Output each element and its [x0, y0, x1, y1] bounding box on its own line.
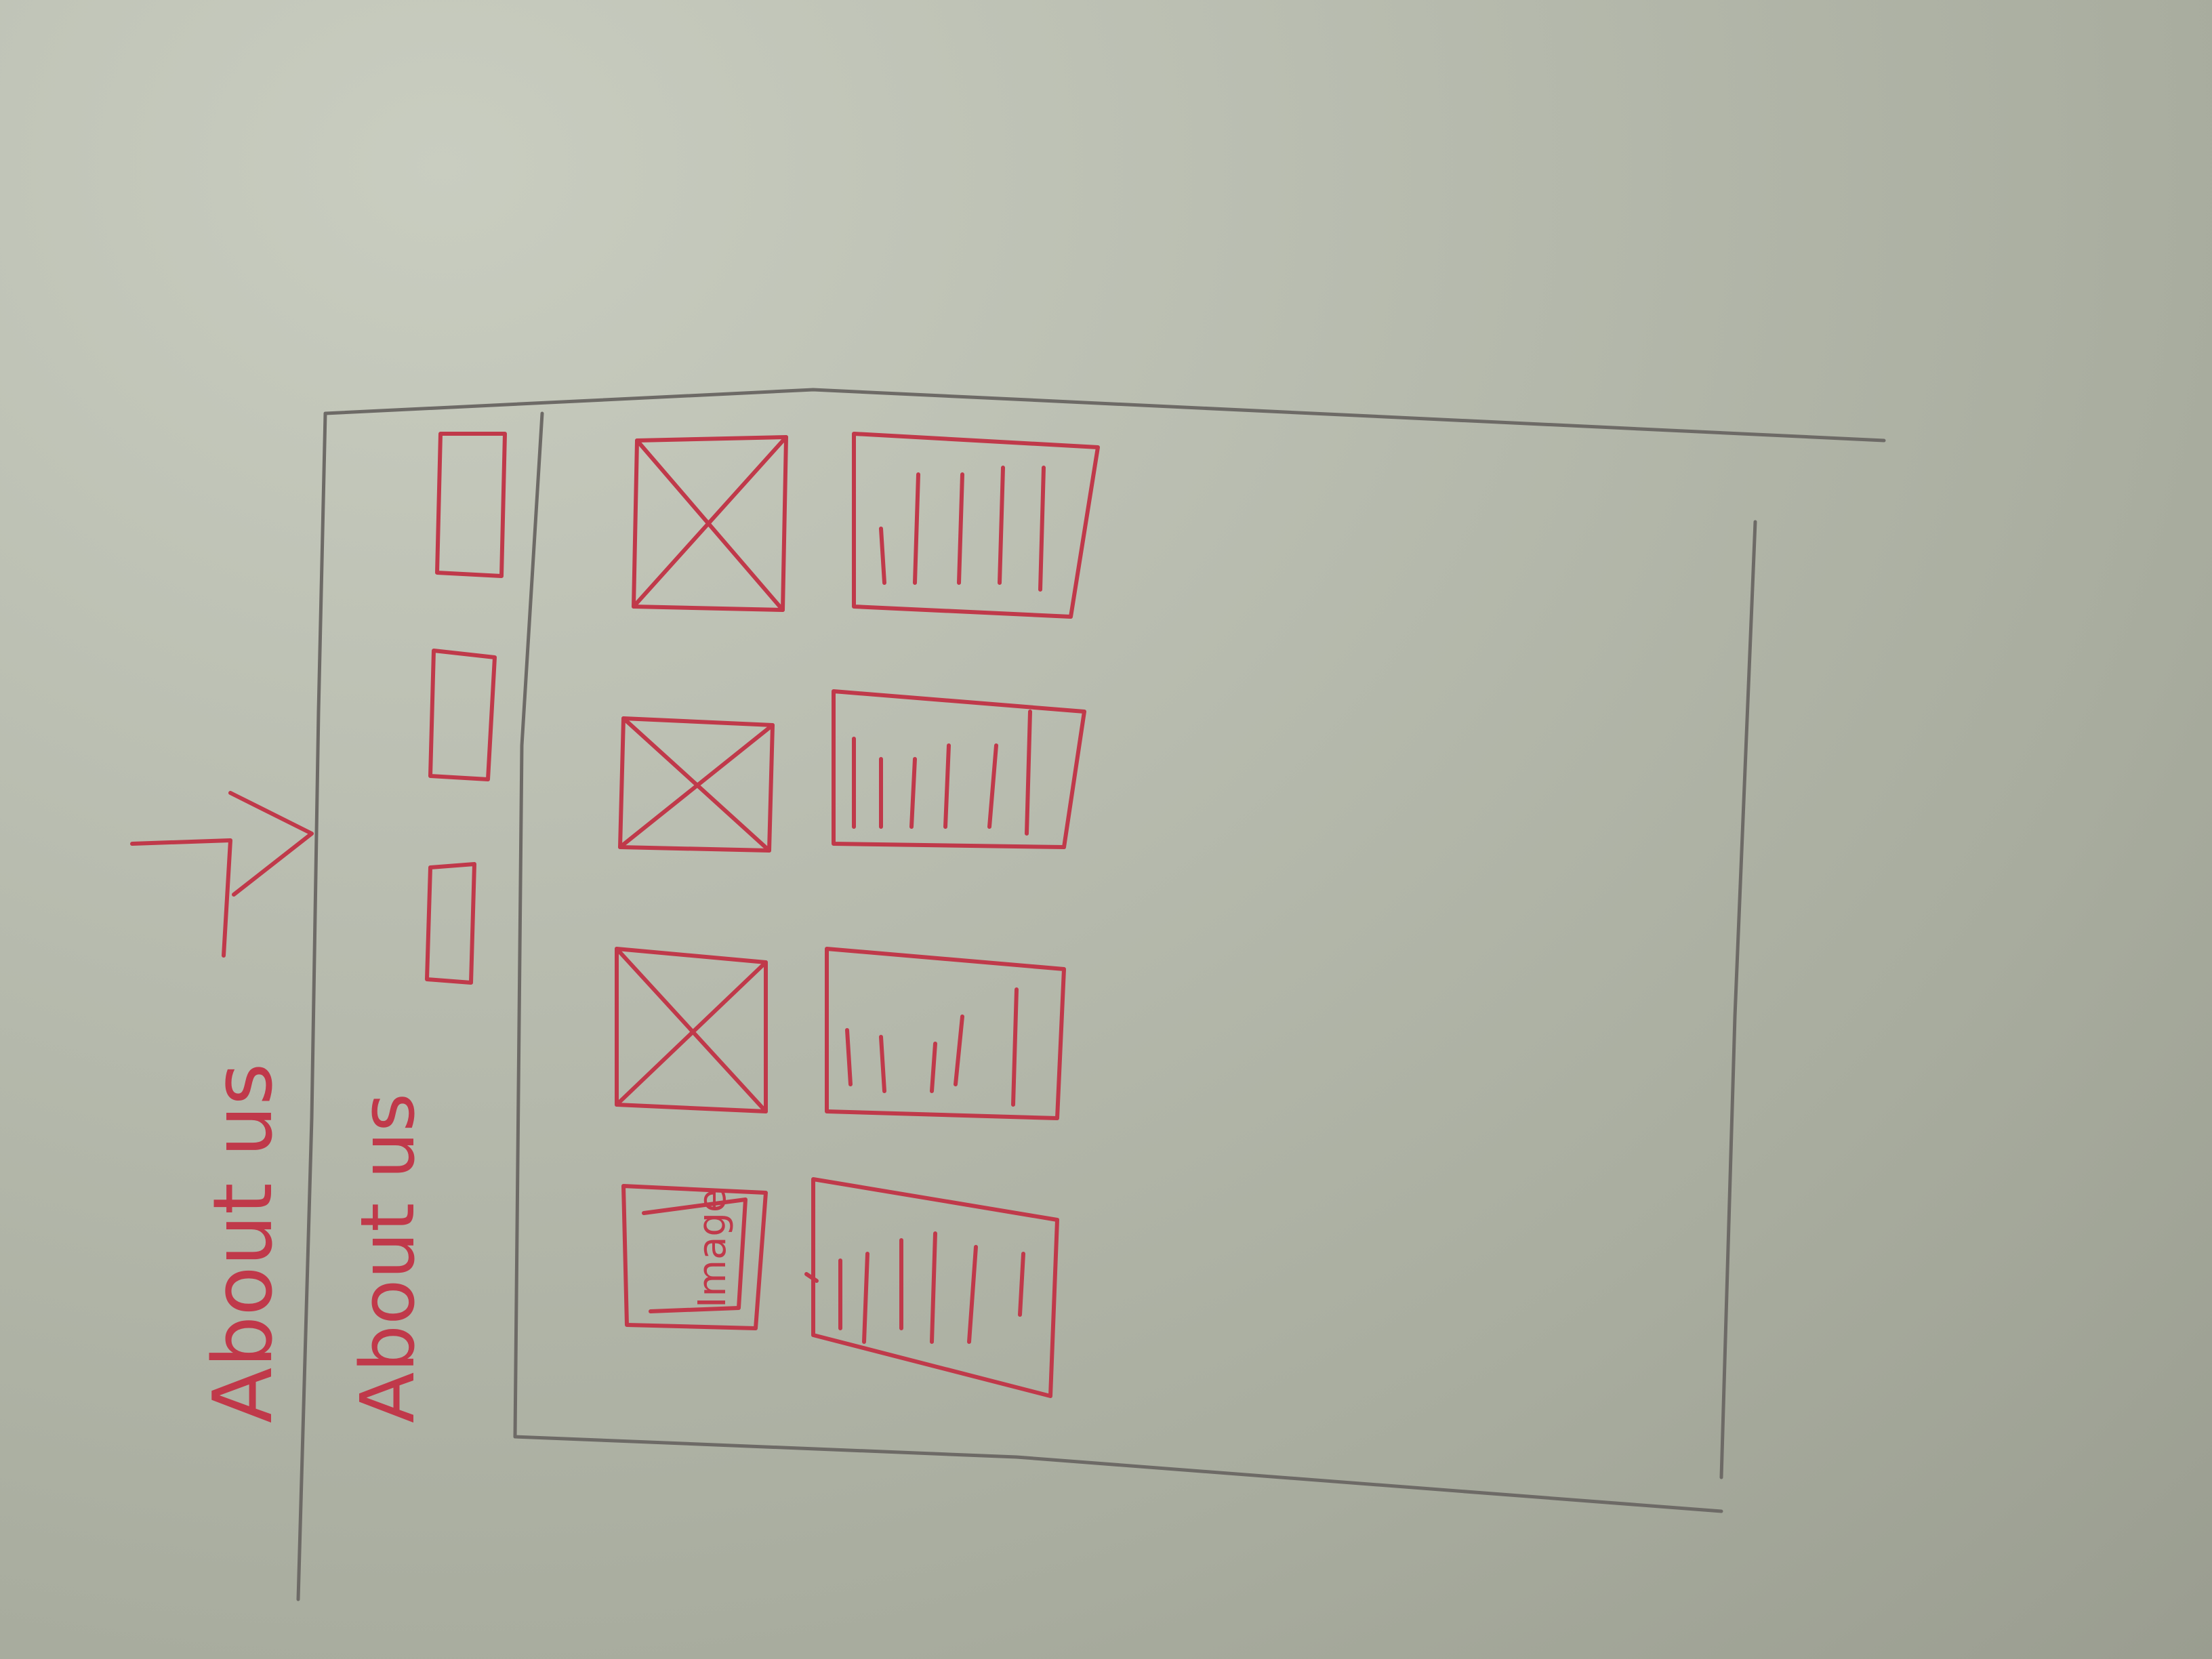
text-block: [832, 689, 1086, 849]
list-row[interactable]: [615, 947, 1066, 1120]
list-row[interactable]: [618, 689, 1086, 853]
list-row[interactable]: [632, 432, 1100, 619]
text-block: [825, 947, 1066, 1120]
text-block: [804, 1177, 1059, 1398]
annotation-arrow-icon: [130, 791, 314, 958]
image-placeholder-icon: [618, 716, 775, 853]
image-label: Image: [691, 1189, 735, 1308]
header-label: About us: [344, 1093, 431, 1423]
annotation-label: About us: [197, 1063, 291, 1423]
image-placeholder-icon: [615, 947, 768, 1113]
nav-item-2[interactable]: [428, 649, 497, 781]
nav-item-3[interactable]: [425, 862, 476, 985]
image-placeholder-icon: [632, 435, 788, 612]
page-frame: [296, 388, 1886, 1601]
text-block: [852, 432, 1100, 619]
nav-item-1[interactable]: [435, 432, 507, 578]
header-divider: [513, 411, 544, 1439]
list-row[interactable]: Image: [621, 1177, 1059, 1398]
image-placeholder-icon: Image: [621, 1184, 768, 1330]
